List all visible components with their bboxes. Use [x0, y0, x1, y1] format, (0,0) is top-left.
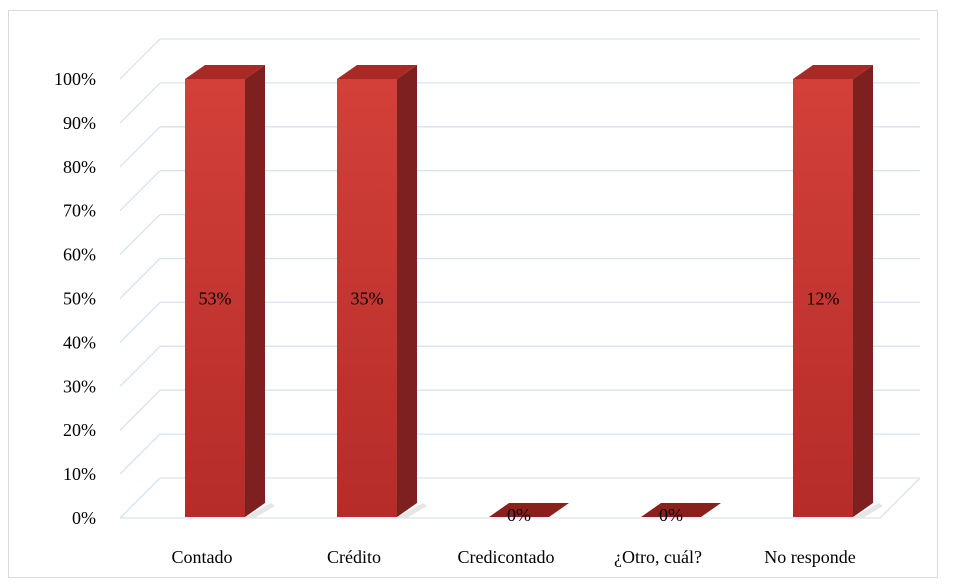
- bar-top: [793, 65, 873, 79]
- y-tick-label: 40%: [63, 332, 96, 352]
- y-tick-label: 0%: [72, 508, 96, 528]
- gridline-diagonal: [119, 126, 161, 168]
- bars: [185, 65, 883, 519]
- data-label: 53%: [199, 289, 232, 309]
- floor-edge: [879, 477, 921, 519]
- chart-frame: [8, 10, 938, 578]
- y-tick-label: 90%: [63, 113, 96, 133]
- y-axis-ticks: 0% 10% 20% 30% 40% 50% 60% 70% 80% 90% 100%: [54, 69, 96, 528]
- bar-top: [641, 503, 721, 517]
- bar-shadow: [245, 503, 275, 519]
- data-labels: 53% 35% 0% 0% 12%: [199, 289, 840, 526]
- y-tick-label: 100%: [54, 69, 96, 89]
- y-tick-label: 20%: [63, 420, 96, 440]
- y-tick-label: 70%: [63, 201, 96, 221]
- gridline-diagonal: [119, 214, 161, 256]
- bar: [641, 503, 721, 517]
- gridline-diagonal: [119, 82, 161, 124]
- gridline-diagonal: [119, 301, 161, 343]
- bar-side: [397, 65, 417, 517]
- gridline-diagonal: [119, 477, 161, 519]
- bar-top: [337, 65, 417, 79]
- bar-top: [489, 503, 569, 517]
- bar: [337, 65, 427, 519]
- bar-top: [185, 65, 265, 79]
- gridline-diagonal: [119, 170, 161, 212]
- data-label: 0%: [507, 505, 531, 525]
- data-label: 0%: [659, 505, 683, 525]
- data-label: 35%: [351, 289, 384, 309]
- category-label: Crédito: [327, 547, 381, 567]
- y-tick-label: 50%: [63, 289, 96, 309]
- bar-front: [185, 79, 245, 517]
- bar-front: [337, 79, 397, 517]
- data-label: 12%: [807, 289, 840, 309]
- bar-front: [793, 79, 853, 517]
- bar-side: [245, 65, 265, 517]
- gridline-diagonal: [119, 38, 161, 80]
- chart-floor: [120, 477, 921, 519]
- bar-shadow: [853, 503, 883, 519]
- gridline-diagonal: [119, 258, 161, 299]
- x-axis-categories: Contado Crédito Credicontado ¿Otro, cuál? No…: [172, 547, 856, 567]
- gridline-diagonal: [119, 389, 161, 431]
- bar-side: [853, 65, 873, 517]
- y-tick-label: 80%: [63, 157, 96, 177]
- y-tick-label: 60%: [63, 245, 96, 265]
- y-tick-label: 10%: [63, 464, 96, 484]
- category-label: No responde: [764, 547, 855, 567]
- bar-shadow: [397, 503, 427, 519]
- category-label: ¿Otro, cuál?: [614, 547, 702, 567]
- bar: [793, 65, 883, 519]
- gridline-diagonal: [119, 345, 161, 387]
- y-tick-label: 30%: [63, 376, 96, 396]
- bar: [489, 503, 569, 517]
- gridline-diagonal: [119, 433, 161, 475]
- category-label: Credicontado: [458, 547, 555, 567]
- category-label: Contado: [172, 547, 233, 567]
- bar: [185, 65, 275, 519]
